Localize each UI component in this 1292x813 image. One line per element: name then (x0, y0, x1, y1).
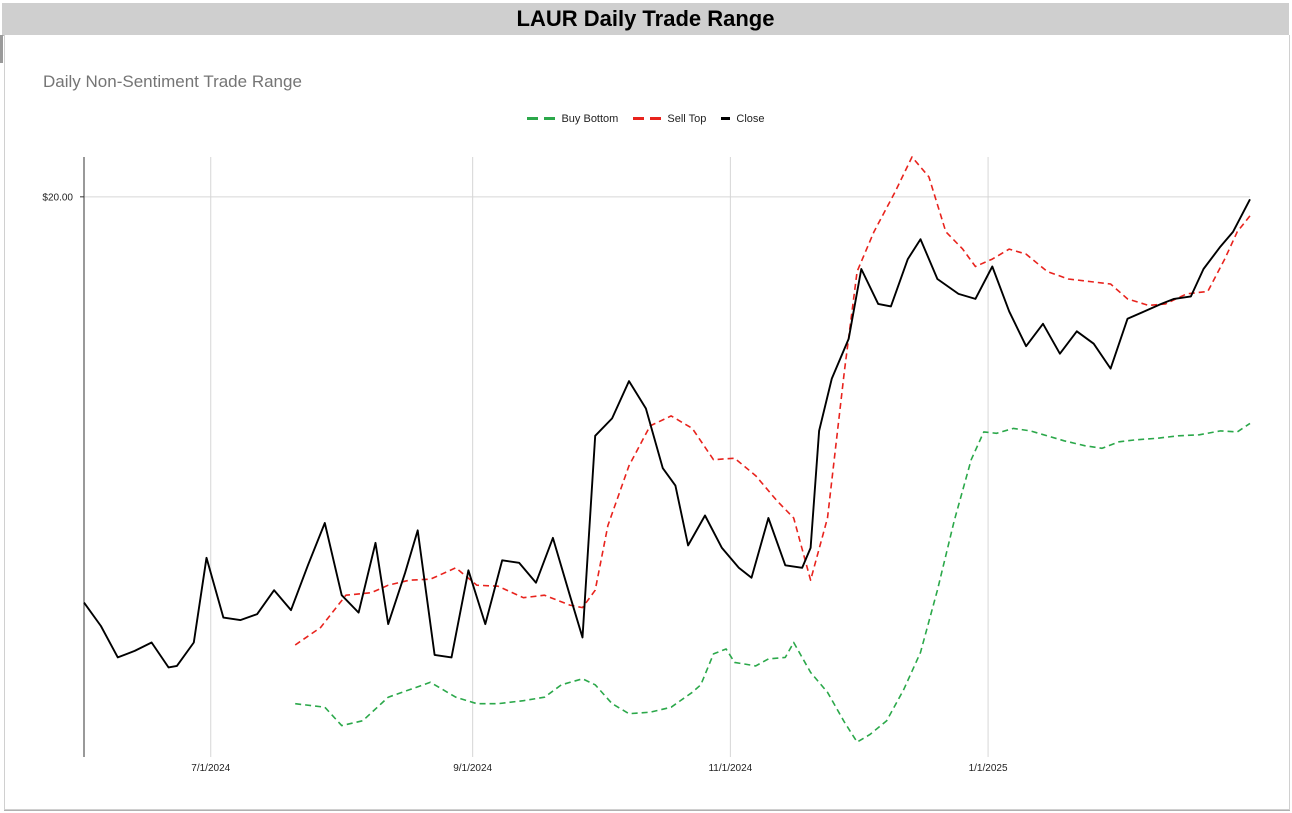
series-line-sell-top (294, 156, 1251, 646)
chart-subtitle: Daily Non-Sentiment Trade Range (43, 72, 302, 91)
x-tick-label: 1/1/2025 (969, 763, 1008, 774)
legend-swatch-sell-top (633, 116, 662, 120)
legend-label-buy-bottom: Buy Bottom (561, 113, 619, 126)
legend-item-buy-bottom[interactable]: Buy Bottom (527, 113, 618, 125)
chart-container[interactable] (4, 35, 1290, 810)
legend-item-sell-top[interactable]: Sell Top (633, 113, 706, 125)
legend-item-close[interactable]: Close (721, 113, 765, 126)
sheet-edge (0, 35, 3, 63)
series-line-buy-bottom (295, 422, 1251, 743)
x-tick-label: 11/1/2024 (708, 763, 752, 774)
legend-label-close: Close (736, 113, 765, 126)
axis-ticks: 7/1/2024 9/1/2024 11/1/2024 1/1/2025 $20.00 (42, 192, 1008, 774)
legend-swatch-close (721, 116, 731, 120)
series-lines (83, 156, 1251, 743)
chart-legend: Buy Bottom Sell Top Close (0, 113, 1292, 125)
legend-label-sell-top: Sell Top (667, 113, 707, 126)
x-tick-label: 9/1/2024 (453, 763, 492, 774)
y-tick-label: $20.00 (42, 192, 73, 203)
x-tick-label: 7/1/2024 (191, 763, 230, 774)
gridlines (84, 157, 1250, 757)
series-line-close (83, 198, 1251, 669)
legend-swatch-buy-bottom (527, 116, 556, 120)
